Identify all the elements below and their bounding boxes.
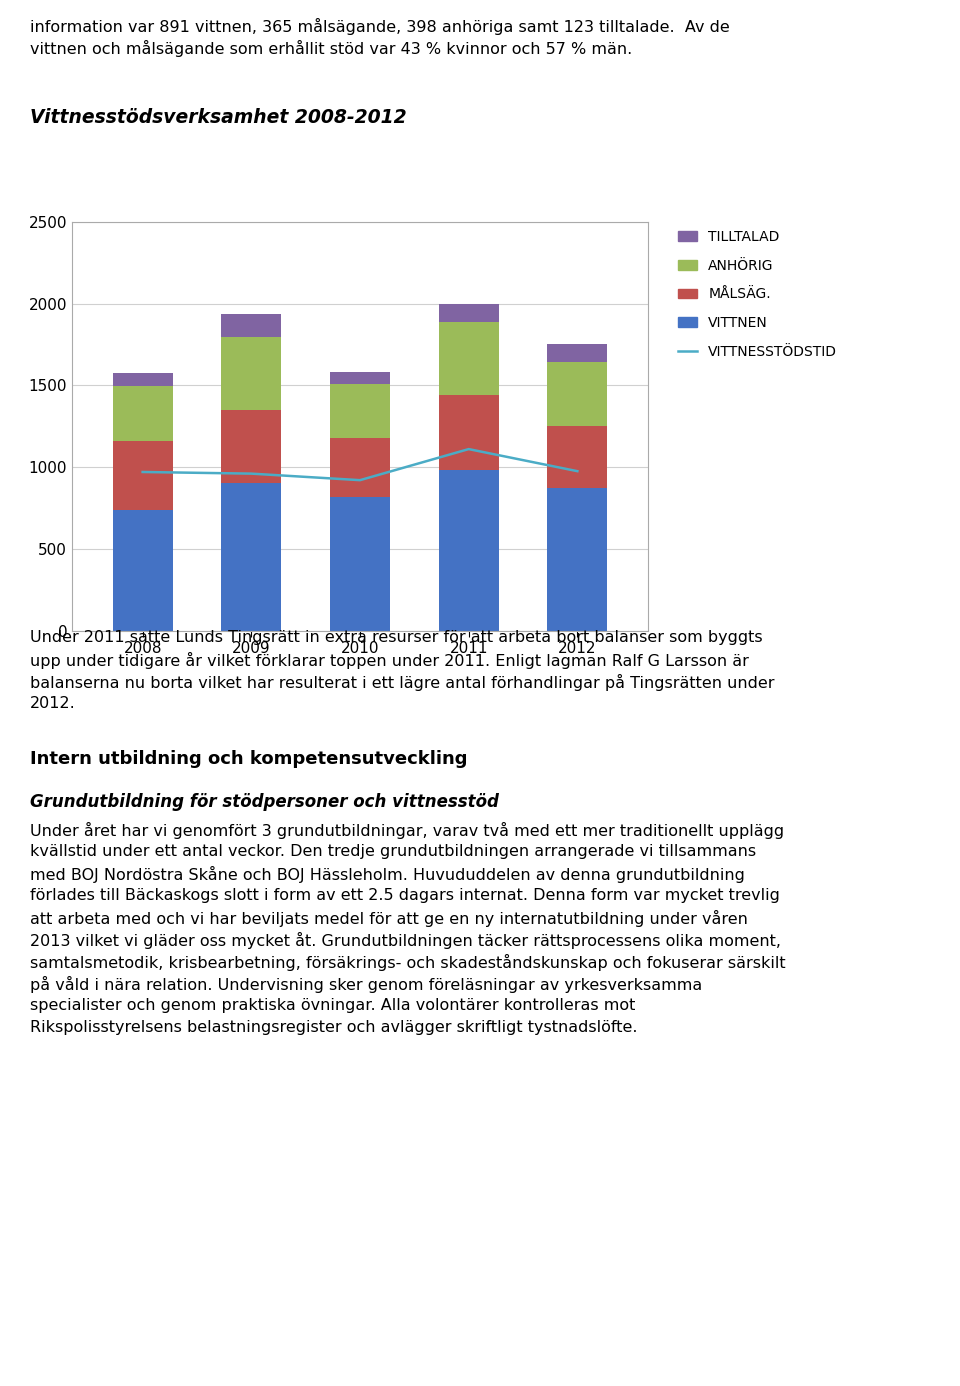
Text: 2013 vilket vi gläder oss mycket åt. Grundutbildningen täcker rättsprocessens ol: 2013 vilket vi gläder oss mycket åt. Gru… <box>30 931 781 949</box>
Text: vittnen och målsägande som erhållit stöd var 43 % kvinnor och 57 % män.: vittnen och målsägande som erhållit stöd… <box>30 40 633 57</box>
Bar <box>330 438 390 496</box>
Bar <box>439 470 498 631</box>
Bar <box>330 496 390 631</box>
Bar <box>330 384 390 438</box>
Bar <box>547 362 608 427</box>
Bar <box>439 395 498 470</box>
Bar <box>439 322 498 395</box>
Bar <box>222 410 281 484</box>
Legend: TILLTALAD, ANHÖRIG, MÅLSÄG., VITTNEN, VITTNESSTÖDSTID: TILLTALAD, ANHÖRIG, MÅLSÄG., VITTNEN, VI… <box>672 225 843 365</box>
Text: 2012.: 2012. <box>30 696 76 711</box>
Text: på våld i nära relation. Undervisning sker genom föreläsningar av yrkesverksamma: på våld i nära relation. Undervisning sk… <box>30 976 703 992</box>
Text: specialister och genom praktiska övningar. Alla volontärer kontrolleras mot: specialister och genom praktiska övninga… <box>30 998 636 1013</box>
Text: med BOJ Nordöstra Skåne och BOJ Hässleholm. Huvududdelen av denna grundutbildnin: med BOJ Nordöstra Skåne och BOJ Hässleho… <box>30 866 745 883</box>
Text: kvällstid under ett antal veckor. Den tredje grundutbildningen arrangerade vi ti: kvällstid under ett antal veckor. Den tr… <box>30 844 756 859</box>
Bar <box>112 387 173 441</box>
Text: upp under tidigare år vilket förklarar toppen under 2011. Enligt lagman Ralf G L: upp under tidigare år vilket förklarar t… <box>30 651 749 669</box>
Bar <box>112 441 173 510</box>
Text: balanserna nu borta vilket har resulterat i ett lägre antal förhandlingar på Tin: balanserna nu borta vilket har resultera… <box>30 674 775 692</box>
Text: Vittnesstödsverksamhet 2008-2012: Vittnesstödsverksamhet 2008-2012 <box>30 108 407 128</box>
Text: information var 891 vittnen, 365 målsägande, 398 anhöriga samt 123 tilltalade.  : information var 891 vittnen, 365 målsäga… <box>30 18 730 35</box>
Bar <box>222 337 281 410</box>
Text: Rikspolisstyrelsens belastningsregister och avlägger skriftligt tystnadslöfte.: Rikspolisstyrelsens belastningsregister … <box>30 1020 637 1035</box>
Bar <box>439 304 498 322</box>
Bar <box>547 427 608 488</box>
Bar <box>330 373 390 384</box>
Text: Grundutbildning för stödpersoner och vittnesstöd: Grundutbildning för stödpersoner och vit… <box>30 793 499 811</box>
Text: Under 2011 satte Lunds Tingsrätt in extra resurser för att arbeta bort balanser : Under 2011 satte Lunds Tingsrätt in extr… <box>30 631 762 644</box>
Bar <box>222 484 281 631</box>
Text: förlades till Bäckaskogs slott i form av ett 2.5 dagars internat. Denna form var: förlades till Bäckaskogs slott i form av… <box>30 888 780 904</box>
Bar <box>112 510 173 631</box>
Bar <box>222 315 281 337</box>
Text: att arbeta med och vi har beviljats medel för att ge en ny internatutbildning un: att arbeta med och vi har beviljats mede… <box>30 911 748 927</box>
Text: Under året har vi genomfört 3 grundutbildningar, varav två med ett mer tradition: Under året har vi genomfört 3 grundutbil… <box>30 822 784 839</box>
Bar <box>547 488 608 631</box>
Bar <box>547 344 608 362</box>
Bar <box>112 373 173 387</box>
Text: Intern utbildning och kompetensutveckling: Intern utbildning och kompetensutvecklin… <box>30 750 468 768</box>
Text: samtalsmetodik, krisbearbetning, försäkrings- och skadeståndskunskap och fokuser: samtalsmetodik, krisbearbetning, försäkr… <box>30 954 785 972</box>
